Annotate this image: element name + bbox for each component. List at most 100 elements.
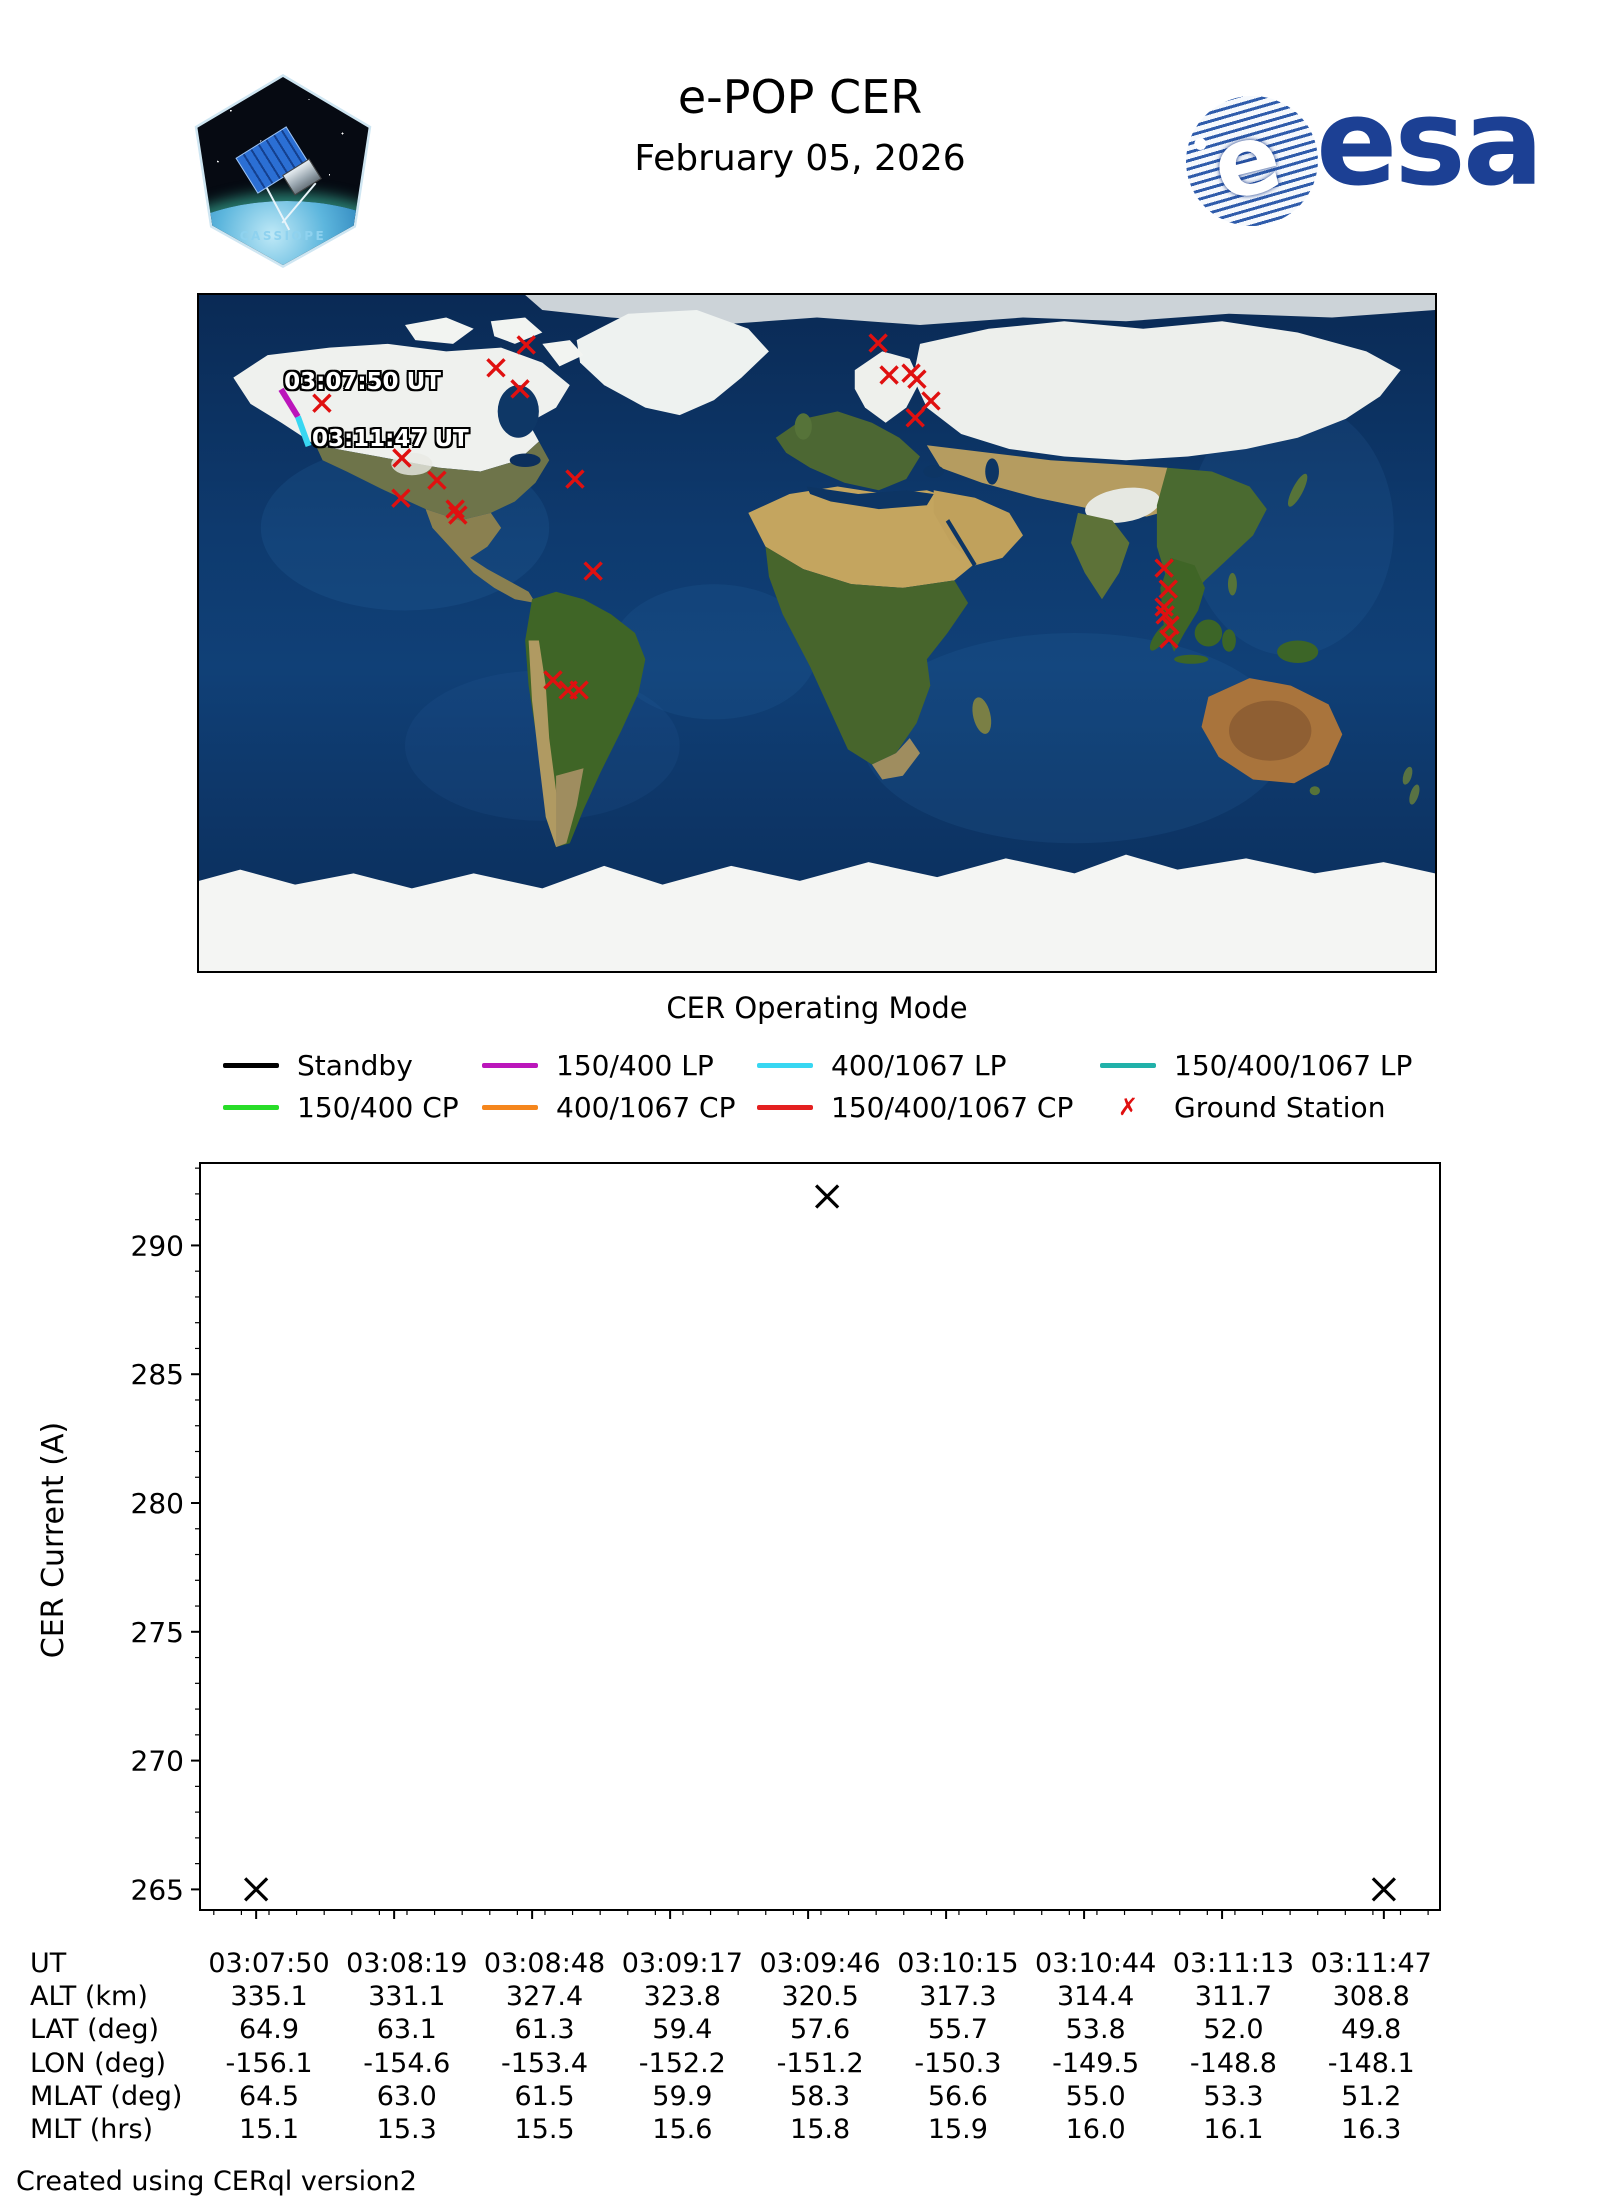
world-map: 03:07:50 UT 03:11:47 UT bbox=[197, 293, 1437, 973]
world-map-image bbox=[199, 295, 1435, 971]
ground-station-marker bbox=[905, 408, 925, 428]
satellite-track-segment bbox=[295, 415, 312, 447]
map-caption: CER Operating Mode bbox=[666, 991, 968, 1025]
page-title: e-POP CER bbox=[677, 70, 923, 124]
table-cell: 64.5 bbox=[238, 2080, 300, 2112]
legend-item-150-400-1067-lp: 150/400/1067 LP bbox=[1100, 1048, 1412, 1082]
legend-line-swatch bbox=[482, 1104, 538, 1110]
table-cell: 57.6 bbox=[790, 2014, 851, 2046]
legend-label: 150/400 LP bbox=[556, 1048, 714, 1082]
ground-station-marker bbox=[921, 391, 941, 411]
y-tick-label: 0.265 bbox=[130, 1873, 184, 1906]
legend-x-marker: ✗ bbox=[1117, 1093, 1139, 1121]
table-cell: -148.8 bbox=[1189, 2047, 1277, 2079]
ground-station-marker bbox=[543, 670, 563, 690]
table-cell: 61.3 bbox=[514, 2014, 575, 2046]
ground-station-marker bbox=[569, 680, 589, 700]
legend-item-150-400-cp: 150/400 CP bbox=[223, 1090, 459, 1124]
table-cell: 15.1 bbox=[238, 2114, 300, 2145]
y-tick-label: 0.280 bbox=[130, 1487, 184, 1520]
table-cell: 55.7 bbox=[927, 2014, 988, 2046]
legend-item-ground-station: ✗ Ground Station bbox=[1100, 1090, 1386, 1124]
table-cell: 03:09:46 bbox=[759, 1948, 881, 1979]
table-cell: -150.3 bbox=[914, 2047, 1002, 2079]
table-cell: 15.3 bbox=[376, 2114, 437, 2145]
y-tick-label: 0.285 bbox=[130, 1358, 184, 1391]
ground-station-marker bbox=[516, 335, 536, 355]
table-cell: 03:10:15 bbox=[897, 1948, 1019, 1979]
table-cell: 03:11:13 bbox=[1172, 1948, 1295, 1979]
ground-station-marker bbox=[486, 358, 506, 378]
table-cell: 03:08:19 bbox=[346, 1948, 468, 1979]
legend-line-swatch bbox=[223, 1062, 279, 1068]
table-cell: 03:07:50 bbox=[208, 1948, 330, 1979]
table-cell: -153.4 bbox=[501, 2047, 589, 2079]
ground-station-marker bbox=[510, 379, 530, 399]
table-cell: 03:09:17 bbox=[621, 1948, 743, 1979]
table-row-label: MLT (hrs) bbox=[30, 2114, 154, 2145]
table-cell: 323.8 bbox=[643, 1981, 721, 2013]
table-cell: 03:10:44 bbox=[1035, 1948, 1157, 1979]
esa-logo-wordmark: esa bbox=[1316, 74, 1544, 213]
legend-label: Standby bbox=[297, 1048, 413, 1082]
patch-label: CASSIOPE bbox=[239, 229, 327, 243]
ground-station-marker bbox=[879, 365, 899, 385]
table-row-label: LON (deg) bbox=[30, 2047, 167, 2079]
legend-item-400-1067-lp: 400/1067 LP bbox=[757, 1048, 1007, 1082]
table-cell: 63.1 bbox=[376, 2014, 437, 2046]
table-cell: 327.4 bbox=[505, 1981, 584, 2013]
table-cell: 15.6 bbox=[652, 2114, 713, 2145]
ground-station-marker bbox=[583, 561, 603, 581]
table-row-label: MLAT (deg) bbox=[30, 2080, 183, 2112]
page-date: February 05, 2026 bbox=[634, 138, 966, 179]
legend-label: 150/400 CP bbox=[297, 1090, 459, 1124]
ground-station-marker bbox=[392, 448, 412, 468]
table-cell: -152.2 bbox=[638, 2047, 726, 2079]
esa-emblem-letter: e bbox=[1201, 99, 1292, 224]
ground-station-marker bbox=[1154, 558, 1174, 578]
table-cell: 16.3 bbox=[1341, 2114, 1402, 2145]
table-cell: 320.5 bbox=[781, 1981, 859, 2013]
legend-line-swatch bbox=[223, 1104, 279, 1110]
legend-label: 150/400/1067 LP bbox=[1174, 1048, 1413, 1082]
track-time-annotation: 03:07:50 UT bbox=[284, 369, 441, 396]
table-cell: 58.3 bbox=[790, 2080, 851, 2112]
legend-label: Ground Station bbox=[1174, 1090, 1386, 1124]
legend-line-swatch bbox=[482, 1062, 538, 1068]
table-cell: -149.5 bbox=[1052, 2047, 1140, 2079]
y-tick-label: 0.290 bbox=[130, 1229, 184, 1262]
table-cell: 51.2 bbox=[1341, 2080, 1402, 2112]
legend-line-swatch bbox=[757, 1104, 813, 1110]
ground-station-marker bbox=[312, 393, 332, 413]
table-cell: 335.1 bbox=[230, 1981, 308, 2013]
table-cell: 59.4 bbox=[652, 2014, 713, 2046]
ground-station-marker bbox=[391, 488, 411, 508]
esa-emblem-star bbox=[1193, 136, 1208, 152]
table-cell: 53.3 bbox=[1203, 2080, 1264, 2112]
table-cell: 314.4 bbox=[1057, 1981, 1135, 2013]
data-point-marker bbox=[1371, 1877, 1396, 1902]
legend-label: 400/1067 LP bbox=[831, 1048, 1007, 1082]
legend-line-swatch bbox=[1100, 1062, 1156, 1068]
plot-frame bbox=[199, 1162, 1441, 1911]
table-cell: 03:08:48 bbox=[483, 1948, 606, 1979]
table-cell: 15.8 bbox=[790, 2114, 851, 2145]
legend-item-400-1067-cp: 400/1067 CP bbox=[482, 1090, 735, 1124]
legend-item-150-400-1067-cp: 150/400/1067 CP bbox=[757, 1090, 1073, 1124]
footer-credit: Created using CERql version2 bbox=[16, 2166, 417, 2197]
table-cell: 59.9 bbox=[652, 2080, 713, 2112]
legend-label: 150/400/1067 CP bbox=[831, 1090, 1074, 1124]
track-time-annotation: 03:11:47 UT bbox=[311, 426, 469, 453]
satellite-track-segment bbox=[278, 387, 301, 419]
legend-line-swatch bbox=[757, 1062, 813, 1068]
table-cell: -151.2 bbox=[776, 2047, 864, 2079]
legend-item-150-400-lp: 150/400 LP bbox=[482, 1048, 714, 1082]
table-cell: 331.1 bbox=[368, 1981, 446, 2013]
y-tick-label: 0.275 bbox=[130, 1616, 184, 1649]
table-cell: 311.7 bbox=[1194, 1981, 1273, 2013]
table-row-label: ALT (km) bbox=[30, 1981, 148, 2013]
y-tick-label: 0.270 bbox=[130, 1745, 184, 1778]
table-cell: 16.0 bbox=[1065, 2114, 1126, 2145]
ground-station-marker bbox=[565, 469, 585, 489]
